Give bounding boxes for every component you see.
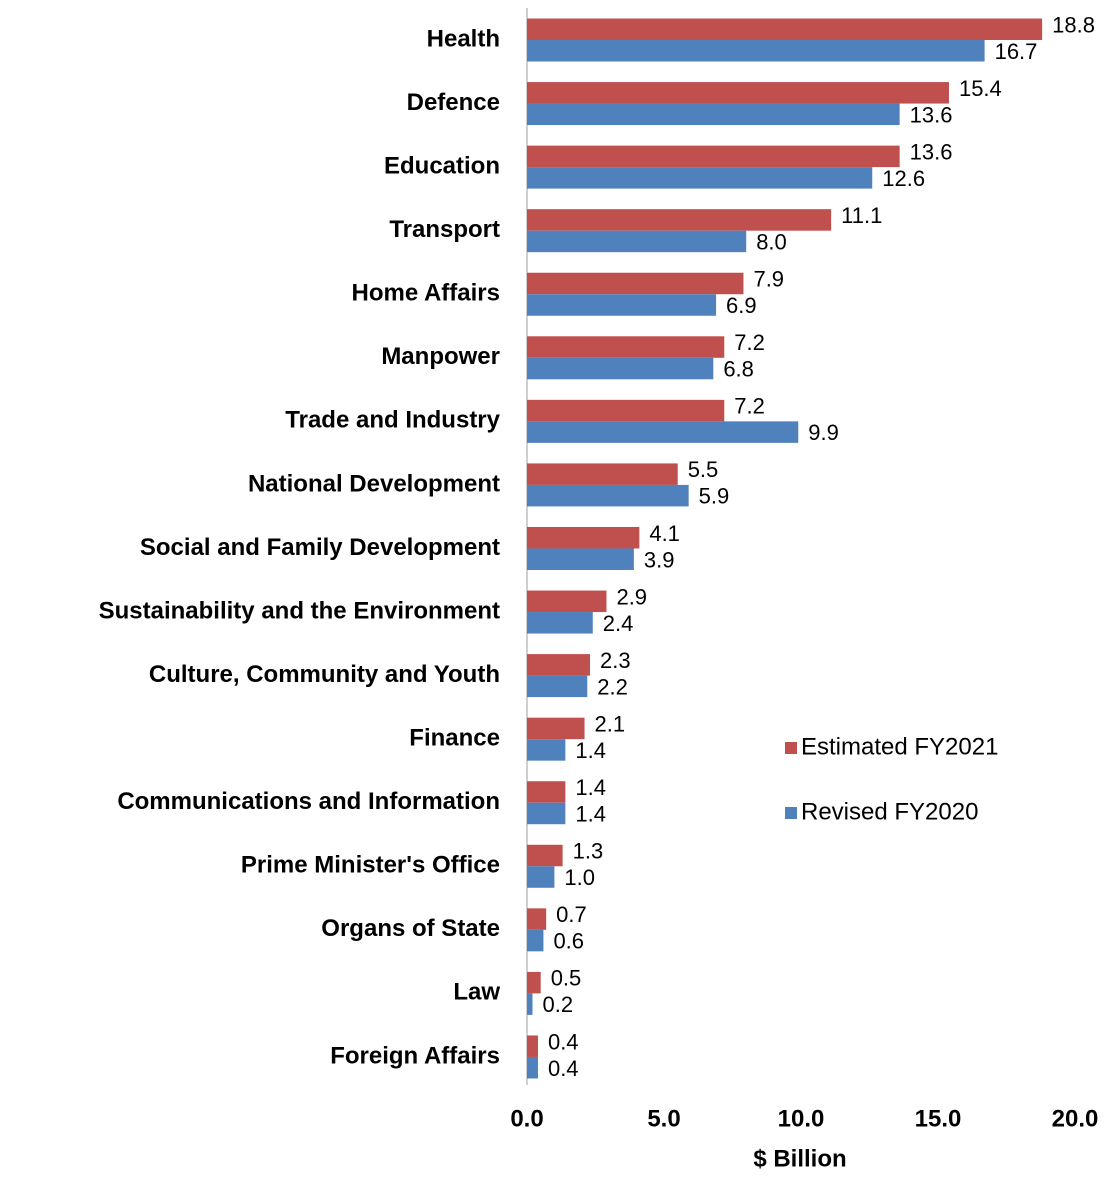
data-label: 15.4 [959, 76, 1002, 101]
bar [527, 145, 900, 168]
data-label: 18.8 [1052, 12, 1095, 37]
bar [527, 866, 555, 888]
bar [527, 739, 566, 761]
bar [527, 336, 725, 358]
legend-label: Revised FY2020 [801, 798, 978, 825]
data-label: 0.4 [548, 1056, 579, 1081]
bar [527, 993, 533, 1015]
y-tick-label: Finance [409, 725, 500, 752]
y-tick-label: Law [453, 979, 500, 1006]
data-label: 3.9 [644, 547, 675, 572]
bar [527, 612, 593, 634]
data-label: 12.6 [882, 166, 925, 191]
bar [527, 103, 900, 126]
data-label: 2.3 [600, 648, 631, 673]
legend-swatch [785, 742, 797, 754]
legend-swatch [785, 807, 797, 819]
x-tick-label: 0.0 [510, 1105, 543, 1132]
data-label: 5.9 [699, 484, 730, 509]
bar [527, 844, 563, 867]
data-label: 1.0 [564, 865, 595, 890]
bar [527, 971, 541, 994]
bar [527, 421, 799, 443]
bar [527, 82, 949, 104]
y-tick-label: Defence [407, 89, 500, 116]
data-label: 1.4 [575, 802, 606, 827]
bar [527, 463, 678, 485]
bar [527, 209, 832, 231]
data-label: 2.9 [616, 584, 647, 609]
y-tick-label: Trade and Industry [285, 407, 500, 434]
data-label: 9.9 [808, 420, 839, 445]
data-label: 11.1 [841, 203, 882, 228]
data-label: 13.6 [910, 139, 953, 164]
y-tick-label: Culture, Community and Youth [149, 661, 500, 688]
y-tick-label: Home Affairs [352, 280, 500, 307]
bar [527, 167, 873, 189]
data-label: 6.8 [723, 357, 754, 382]
data-label: 0.6 [553, 929, 584, 954]
bar [527, 590, 607, 613]
bar [527, 929, 544, 952]
data-label: 5.5 [688, 457, 719, 482]
bar [527, 526, 640, 549]
y-tick-label: Transport [389, 216, 500, 243]
y-tick-label: Sustainability and the Environment [99, 597, 500, 624]
x-tick-label: 5.0 [647, 1105, 680, 1132]
y-tick-label: National Development [248, 470, 500, 497]
bar [527, 675, 588, 698]
data-label: 2.4 [603, 611, 634, 636]
y-tick-label: Organs of State [321, 915, 500, 942]
bar [527, 230, 747, 253]
bar [527, 272, 744, 295]
data-label: 7.2 [734, 394, 765, 419]
data-label: 8.0 [756, 229, 787, 254]
data-label: 2.1 [595, 711, 626, 736]
bar [527, 357, 714, 380]
bar [527, 717, 585, 740]
y-tick-label: Manpower [381, 343, 500, 370]
data-label: 1.4 [575, 738, 606, 763]
data-label: 7.2 [734, 330, 765, 355]
y-tick-label: Education [384, 152, 500, 179]
y-tick-label: Health [427, 25, 500, 52]
bar [527, 1056, 538, 1079]
data-label: 0.4 [548, 1029, 579, 1054]
bar [527, 654, 591, 676]
data-label: 6.9 [726, 293, 757, 318]
data-label: 13.6 [910, 102, 953, 127]
data-label: 0.2 [542, 992, 573, 1017]
bar [527, 484, 689, 507]
x-axis-title: $ Billion [753, 1145, 846, 1172]
bar [527, 1035, 538, 1057]
legend-label: Estimated FY2021 [801, 733, 998, 760]
bar [527, 399, 725, 422]
y-tick-label: Prime Minister's Office [241, 852, 500, 879]
y-tick-label: Social and Family Development [140, 534, 500, 561]
data-label: 16.7 [995, 39, 1038, 64]
bar [527, 908, 547, 930]
data-label: 0.5 [551, 966, 582, 991]
data-label: 0.7 [556, 902, 587, 927]
data-label: 1.4 [575, 775, 606, 800]
bar [527, 294, 717, 316]
bar [527, 802, 566, 825]
x-tick-label: 10.0 [778, 1105, 825, 1132]
data-label: 2.2 [597, 674, 628, 699]
y-tick-label: Communications and Information [117, 788, 500, 815]
y-tick-label: Foreign Affairs [330, 1042, 500, 1069]
bar [527, 18, 1043, 40]
bar [527, 40, 985, 62]
data-label: 4.1 [649, 521, 680, 546]
data-label: 1.3 [573, 839, 604, 864]
bar [527, 781, 566, 803]
bar [527, 548, 634, 570]
data-label: 7.9 [753, 267, 784, 292]
x-tick-label: 20.0 [1052, 1105, 1099, 1132]
x-tick-label: 15.0 [915, 1105, 962, 1132]
